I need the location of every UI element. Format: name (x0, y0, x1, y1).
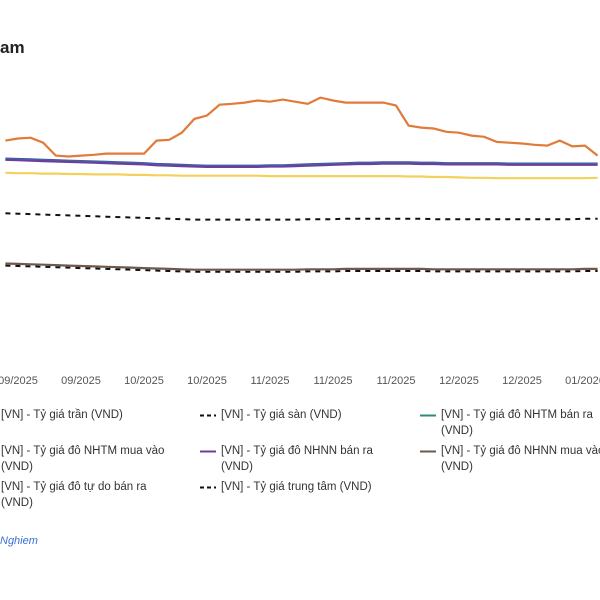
x-tick-label: 11/2025 (251, 375, 290, 387)
legend-marker (200, 450, 216, 453)
legend-marker (420, 414, 436, 417)
legend-label: [VN] - Tỷ giá trần (VND) (1, 409, 123, 421)
legend-marker (420, 450, 436, 453)
legend-label: [VN] - Tỷ giá đô NHTM mua vào (VND) (1, 445, 165, 473)
legend-item: [VN] - Tỷ giá đô NHNN bán ra (VND) (200, 443, 386, 475)
footer: Nghiem (0, 535, 38, 547)
legend-item: [VN] - Tỷ giá đô tự do bán ra (VND) (0, 479, 166, 511)
x-tick-label: 11/2025 (377, 375, 416, 387)
series-line (5, 96, 599, 158)
series-line (5, 171, 598, 180)
legend-marker (200, 486, 216, 489)
x-tick-label: 11/2025 (314, 375, 353, 387)
legend-item: [VN] - Tỷ giá đô NHTM mua vào (VND) (0, 443, 166, 475)
x-tick-label: 10/2025 (124, 375, 164, 387)
x-tick-label: 12/2025 (439, 375, 479, 387)
legend-marker (200, 414, 216, 417)
legend-label: [VN] - Tỷ giá đô NHNN bán ra (VND) (221, 445, 373, 473)
plot: 09/2025 09/2025 10/2025 10/2025 11/2025 11/20… (0, 96, 600, 387)
legend-label: [VN] - Tỷ giá đô NHTM bán ra (VND) (441, 409, 593, 437)
legend-item: [VN] - Tỷ giá sàn (VND) (200, 407, 386, 423)
x-tick-label: 09/2025 (0, 375, 38, 387)
legend-item: [VN] - Tỷ giá trung tâm (VND) (200, 479, 386, 495)
legend-item: [VN] - Tỷ giá đô NHNN mua vào (VND) (420, 443, 600, 475)
legend-label: [VN] - Tỷ giá đô NHNN mua vào (VND) (441, 445, 600, 473)
legend-item: [VN] - Tỷ giá đô NHTM bán ra (VND) (420, 407, 600, 439)
x-tick-label: 12/2025 (502, 375, 542, 387)
legend-label: [VN] - Tỷ giá trung tâm (VND) (221, 481, 372, 493)
series-line (5, 212, 598, 221)
legend-item: [VN] - Tỷ giá trần (VND) (0, 407, 166, 423)
x-tick-label: 01/2026 (565, 375, 600, 387)
series-line (5, 264, 598, 273)
chart-title: am (0, 38, 25, 57)
legend-label: [VN] - Tỷ giá đô tự do bán ra (VND) (1, 481, 147, 509)
x-tick-label: 09/2025 (61, 375, 101, 387)
x-tick-label: 10/2025 (187, 375, 227, 387)
series-line (5, 262, 598, 271)
legend-label: [VN] - Tỷ giá sàn (VND) (221, 409, 342, 421)
series-line (5, 158, 598, 168)
